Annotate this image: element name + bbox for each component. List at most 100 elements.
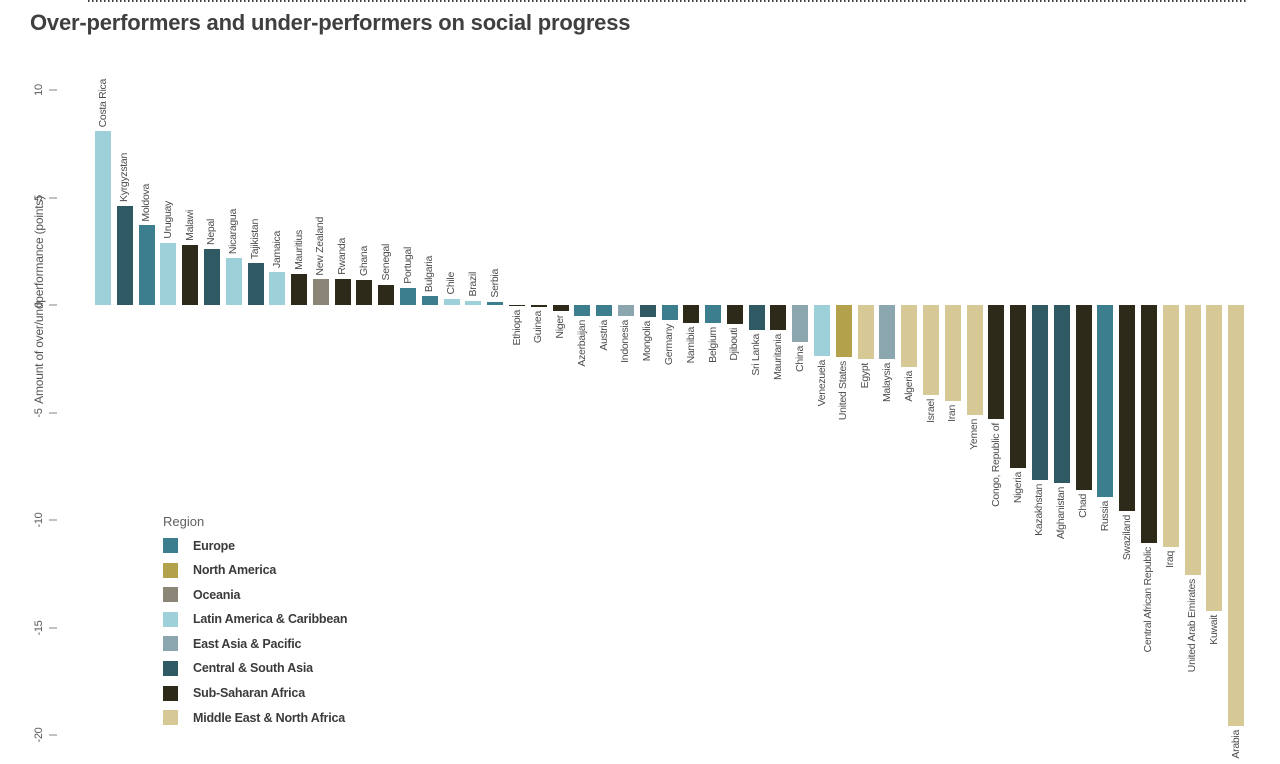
tick-dash--5 (49, 411, 57, 414)
bar-label-serbia: Serbia (488, 269, 501, 298)
bar-guinea (530, 305, 547, 308)
legend-item-label: Central & South Asia (193, 661, 313, 676)
legend-item-latin-america-caribbean: Latin America & Caribbean (163, 611, 348, 627)
y-axis-label: Amount of over/undperformance (points) (32, 196, 46, 404)
bar-ethiopia (509, 305, 525, 307)
legend-swatch-sub-saharan-africa (163, 685, 178, 701)
bar-label-arabia: Arabia (1229, 730, 1242, 759)
bar-united-arab-emirates (1184, 305, 1201, 575)
bar-niger (552, 305, 569, 312)
bar-serbia (487, 301, 504, 305)
bar-arabia (1228, 305, 1245, 727)
bar-moldova (138, 225, 155, 305)
bar-mongolia (639, 305, 656, 318)
bar-nigeria (1010, 305, 1027, 469)
bar-label-ghana: Ghana (357, 246, 370, 277)
bar-label-china: China (793, 345, 806, 372)
bar-label-russia: Russia (1098, 501, 1111, 532)
bar-label-costa-rica: Costa Rica (96, 78, 109, 127)
bar-sri-lanka (748, 305, 765, 330)
y-tick-label--20: -20 (33, 727, 45, 743)
bar-malawi (182, 244, 199, 305)
y-tick-label-0: 0 (33, 302, 45, 308)
bar-label-malaysia: Malaysia (880, 362, 893, 402)
legend-swatch-oceania (163, 587, 178, 603)
legend-swatch-latin-america-caribbean (163, 611, 178, 627)
legend-item-label: Sub-Saharan Africa (193, 686, 305, 701)
bar-label-central-african-republic: Central African Republic (1142, 546, 1155, 653)
tick-dash-0 (49, 304, 57, 306)
bar-label-mauritania: Mauritania (771, 333, 784, 380)
bar-label-swaziland: Swaziland (1120, 515, 1133, 561)
bar-label-yemen: Yemen (968, 418, 981, 450)
legend-item-europe: Europe (163, 538, 347, 553)
bar-label-belgium: Belgium (706, 327, 719, 364)
bar-mauritania (770, 305, 787, 330)
bar-yemen (966, 305, 983, 415)
tick-dash--10 (49, 519, 57, 521)
bar-label-nicaragua: Nicaragua (227, 208, 240, 254)
bar-label-portugal: Portugal (401, 247, 414, 284)
bar-label-sri-lanka: Sri Lanka (750, 333, 763, 376)
tick-dash--15 (49, 626, 57, 629)
bar-kyrgyzstan (116, 206, 133, 305)
bar-kazakhstan (1031, 305, 1048, 481)
bar-djibouti (726, 305, 743, 325)
bar-swaziland (1119, 305, 1136, 512)
tick-dash-5 (49, 196, 57, 199)
bar-label-malawi: Malawi (183, 209, 196, 241)
bar-label-indonesia: Indonesia (619, 320, 632, 364)
y-tick-label--15: -15 (33, 620, 45, 635)
bar-nicaragua (225, 257, 242, 305)
bar-label-venezuela: Venezuela (815, 359, 828, 406)
bar-label-algeria: Algeria (902, 371, 915, 402)
bar-label-guinea: Guinea (532, 311, 545, 344)
legend-item-label: Oceania (193, 587, 241, 602)
legend-swatch-central-south-asia (163, 660, 178, 676)
bar-label-nepal: Nepal (205, 219, 218, 246)
legend-swatch-europe (163, 538, 178, 553)
bar-brazil (465, 300, 482, 305)
bar-malaysia (879, 305, 896, 359)
bar-label-namibia: Namibia (684, 326, 697, 364)
bar-label-mauritius: Mauritius (292, 229, 305, 270)
bar-austria (596, 305, 613, 316)
bar-israel (923, 305, 940, 396)
y-tick-label-10: 10 (33, 84, 45, 96)
tick-dash--20 (49, 734, 57, 736)
zero-line (88, 0, 1248, 2)
bar-label-germany: Germany (663, 323, 676, 365)
legend-item-middle-east-north-africa: Middle East & North Africa (163, 710, 347, 726)
bar-chile (443, 298, 460, 305)
bar-label-jamaica: Jamaica (270, 230, 283, 268)
bar-label-kazakhstan: Kazakhstan (1033, 484, 1046, 537)
chart-title: Over-performers and under-performers on … (30, 10, 631, 35)
bar-label-united-arab-emirates: United Arab Emirates (1186, 578, 1198, 673)
bar-label-rwanda: Rwanda (336, 238, 349, 276)
bar-label-uruguay: Uruguay (161, 201, 174, 239)
bar-label-chad: Chad (1077, 493, 1090, 518)
bar-label-ethiopia: Ethiopia (510, 310, 523, 346)
bar-label-austria: Austria (597, 319, 610, 351)
bar-label-tajikistan: Tajikistan (249, 218, 262, 260)
y-tick-label--10: -10 (33, 512, 45, 528)
bar-jamaica (269, 271, 286, 305)
bar-costa-rica (95, 130, 111, 305)
bar-label-egypt: Egypt (859, 362, 872, 389)
bar-label-brazil: Brazil (466, 272, 479, 297)
bar-label-iran: Iran (946, 404, 959, 422)
bar-namibia (683, 305, 700, 323)
legend-item-east-asia-pacific: East Asia & Pacific (163, 636, 347, 652)
legend-swatch-north-america (163, 562, 178, 578)
bar-label-mongolia: Mongolia (641, 321, 654, 362)
bar-senegal (378, 284, 395, 305)
bar-label-djibouti: Djibouti (728, 328, 741, 361)
legend-item-label: East Asia & Pacific (193, 636, 302, 651)
bar-label-iraq: Iraq (1164, 550, 1177, 568)
bar-label-israel: Israel (924, 399, 937, 424)
bar-portugal (400, 287, 417, 305)
bar-tajikistan (247, 263, 264, 305)
legend-title: Region (163, 514, 205, 529)
bar-new-zealand (312, 279, 329, 305)
